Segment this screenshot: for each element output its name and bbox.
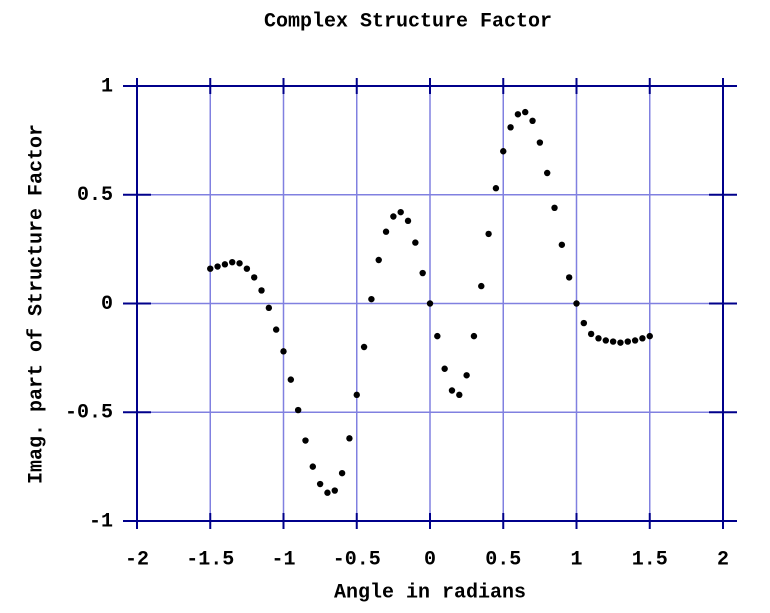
data-point xyxy=(229,258,236,266)
data-point xyxy=(595,335,602,342)
y-tick-label: -1 xyxy=(89,510,113,533)
data-point xyxy=(251,274,258,281)
data-point xyxy=(639,335,646,342)
x-tick-label: 0 xyxy=(424,548,436,571)
data-point xyxy=(514,111,522,118)
data-point xyxy=(478,282,485,290)
data-point xyxy=(573,300,580,307)
data-point xyxy=(485,230,492,238)
data-point xyxy=(441,365,448,372)
data-point xyxy=(602,337,609,344)
y-tick-label: 1 xyxy=(101,75,113,98)
data-point xyxy=(207,265,214,272)
x-tick-label: -0.5 xyxy=(333,548,381,571)
data-point xyxy=(294,406,302,414)
data-point xyxy=(272,326,280,333)
data-point xyxy=(214,263,221,270)
data-point xyxy=(346,435,353,442)
data-point xyxy=(426,300,434,307)
data-point xyxy=(587,330,595,338)
data-point xyxy=(448,387,456,394)
x-axis-label: Angle in radians xyxy=(334,581,526,604)
data-point xyxy=(529,117,536,125)
data-point xyxy=(456,391,463,399)
x-tick-label: -1 xyxy=(271,548,295,571)
data-point xyxy=(646,332,653,340)
data-point xyxy=(316,480,324,488)
data-point xyxy=(624,338,631,345)
data-point xyxy=(368,295,375,303)
data-point xyxy=(236,260,243,267)
data-point xyxy=(302,437,309,444)
data-point xyxy=(331,487,338,494)
data-point xyxy=(382,228,390,235)
data-point xyxy=(522,108,529,116)
x-tick-label: 1.5 xyxy=(632,548,668,571)
data-point xyxy=(500,148,507,155)
data-point xyxy=(580,319,588,327)
data-point xyxy=(536,139,544,146)
data-point xyxy=(565,274,573,281)
data-point xyxy=(375,256,382,264)
x-tick-label: 2 xyxy=(717,548,729,571)
y-tick-label: 0 xyxy=(101,293,113,316)
data-point xyxy=(412,239,419,246)
data-point xyxy=(397,208,404,216)
data-point xyxy=(558,241,566,248)
y-tick-label: 0.5 xyxy=(77,184,113,207)
y-axis-label: Imag. part of Structure Factor xyxy=(25,124,48,484)
data-point xyxy=(544,169,551,177)
data-point xyxy=(419,269,426,277)
data-point xyxy=(360,343,368,351)
x-tick-label: -2 xyxy=(125,548,149,571)
data-point xyxy=(258,287,265,294)
data-point xyxy=(492,185,500,192)
data-point xyxy=(243,265,251,272)
data-point xyxy=(353,391,360,399)
x-tick-label: 1 xyxy=(570,548,582,571)
data-point xyxy=(287,376,295,383)
x-tick-label: 0.5 xyxy=(485,548,521,571)
data-point xyxy=(338,469,346,477)
data-point xyxy=(390,213,397,220)
data-point xyxy=(265,304,273,312)
data-point xyxy=(463,372,470,379)
x-tick-label: -1.5 xyxy=(186,548,234,571)
data-point xyxy=(609,338,617,345)
data-point xyxy=(280,348,287,355)
plot-frame xyxy=(136,85,724,522)
data-point xyxy=(617,339,624,346)
data-point xyxy=(221,261,229,268)
chart-title: Complex Structure Factor xyxy=(264,10,552,33)
y-tick-label: -0.5 xyxy=(65,402,113,425)
data-point xyxy=(434,332,441,340)
data-point xyxy=(309,463,316,470)
data-point xyxy=(470,332,478,340)
data-point xyxy=(507,124,514,131)
data-point xyxy=(324,489,331,496)
data-point xyxy=(551,204,558,211)
data-point xyxy=(404,217,412,225)
data-point xyxy=(631,337,639,344)
